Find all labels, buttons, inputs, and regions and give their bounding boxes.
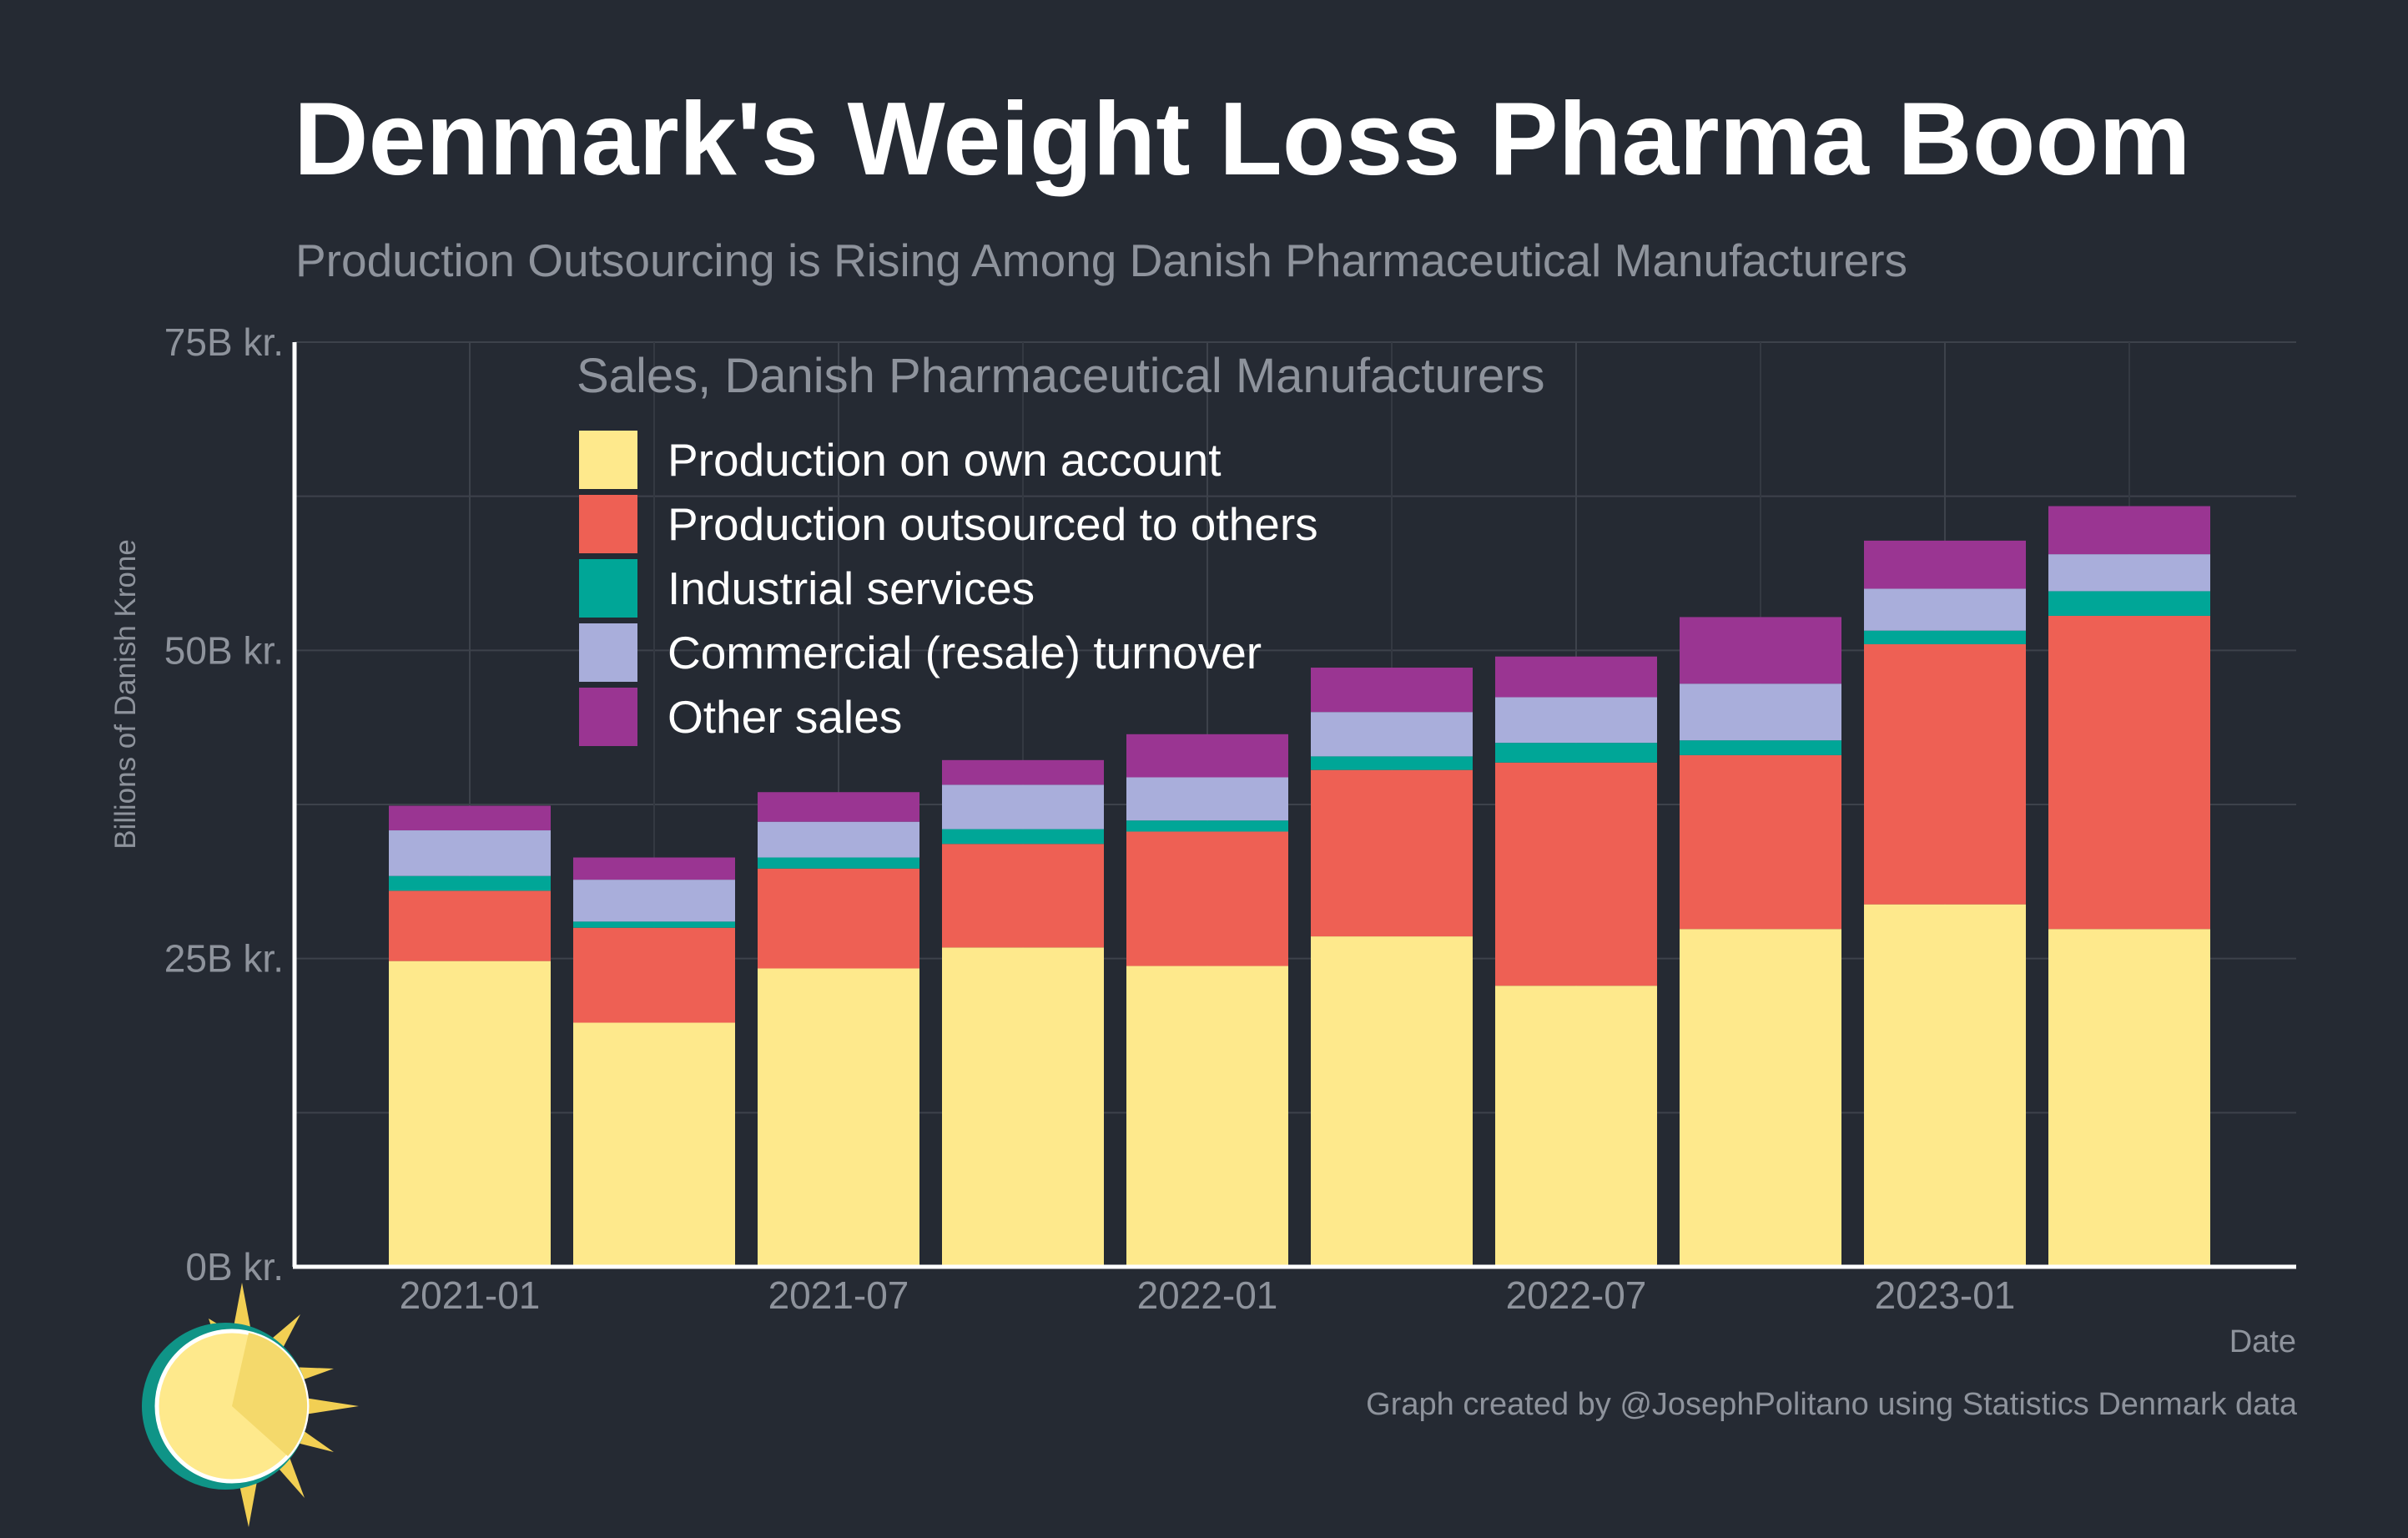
legend-label: Industrial services: [667, 562, 1035, 614]
x-tick-label: 2021-01: [400, 1273, 541, 1317]
bar-segment-4: [1495, 697, 1657, 744]
bar-segment-5: [1311, 668, 1473, 713]
bar-segment-3: [1311, 756, 1473, 770]
bar-segment-5: [1864, 540, 2026, 589]
x-tick-label: 2022-01: [1137, 1273, 1278, 1317]
legend-swatch: [579, 559, 637, 618]
legend-label: Production on own account: [667, 434, 1222, 486]
bar-segment-4: [942, 784, 1104, 830]
bar-segment-3: [1495, 743, 1657, 763]
sun-logo-icon: [142, 1283, 359, 1527]
bar-segment-3: [1864, 630, 2026, 644]
bar-segment-1: [758, 968, 919, 1267]
bar-segment-3: [2048, 591, 2210, 616]
bar-segment-1: [389, 961, 551, 1267]
bar-segment-2: [1680, 754, 1841, 930]
legend: Sales, Danish Pharmaceutical Manufacture…: [577, 349, 1545, 746]
bar-segment-5: [573, 857, 735, 880]
bar-segment-1: [942, 947, 1104, 1267]
bar-segment-1: [1126, 966, 1288, 1267]
y-tick-label: 75B kr.: [164, 320, 284, 364]
bar-segment-5: [389, 805, 551, 831]
bar-segment-2: [758, 868, 919, 969]
y-tick-label: 50B kr.: [164, 628, 284, 672]
bar-segment-5: [1126, 734, 1288, 778]
bar-segment-4: [1680, 683, 1841, 741]
legend-swatch: [579, 623, 637, 682]
x-tick-labels: 2021-01 2021-07 2022-01 2022-07 2023-01: [400, 1273, 2016, 1317]
bar-segment-5: [1495, 656, 1657, 698]
bars: [389, 506, 2210, 1267]
bar-segment-2: [1495, 762, 1657, 986]
bar-segment-1: [1495, 986, 1657, 1267]
bar-segment-3: [1680, 740, 1841, 755]
bar-segment-2: [1126, 831, 1288, 966]
bar-segment-3: [573, 921, 735, 928]
bar-segment-5: [1680, 617, 1841, 684]
y-axis-label: Billions of Danish Krone: [109, 539, 142, 850]
x-tick-label: 2022-07: [1506, 1273, 1647, 1317]
legend-label: Other sales: [667, 691, 902, 743]
bar-segment-5: [2048, 506, 2210, 555]
bar-segment-4: [2048, 554, 2210, 592]
legend-swatch: [579, 495, 637, 553]
bar-segment-4: [389, 830, 551, 876]
y-tick-label: 25B kr.: [164, 937, 284, 981]
bar-segment-3: [389, 875, 551, 891]
bar-segment-4: [573, 880, 735, 922]
bar-segment-4: [1311, 712, 1473, 757]
chart-subtitle: Production Outsourcing is Rising Among D…: [295, 234, 1908, 286]
axes: [292, 342, 2296, 1269]
x-tick-label: 2021-07: [768, 1273, 909, 1317]
x-tick-label: 2023-01: [1875, 1273, 2016, 1317]
bar-segment-1: [573, 1022, 735, 1267]
source-credit: Graph created by @JosephPolitano using S…: [1366, 1387, 2297, 1422]
legend-swatch: [579, 688, 637, 746]
bar-segment-2: [2048, 615, 2210, 930]
bar-segment-3: [758, 857, 919, 869]
bar-segment-5: [758, 792, 919, 822]
legend-label: Commercial (resale) turnover: [667, 627, 1262, 678]
bar-segment-2: [1311, 769, 1473, 937]
bar-segment-2: [942, 844, 1104, 948]
bar-segment-4: [758, 821, 919, 858]
y-tick-label: 0B kr.: [185, 1245, 284, 1288]
bar-segment-3: [942, 829, 1104, 845]
chart-title: Denmark's Weight Loss Pharma Boom: [294, 82, 2191, 197]
bar-segment-1: [1311, 936, 1473, 1267]
bar-segment-1: [2048, 929, 2210, 1267]
bar-segment-1: [1680, 929, 1841, 1267]
y-tick-labels: 0B kr. 25B kr. 50B kr. 75B kr.: [164, 320, 284, 1288]
bar-segment-1: [1864, 904, 2026, 1267]
legend-swatch: [579, 431, 637, 489]
bar-segment-4: [1864, 588, 2026, 631]
bar-segment-2: [573, 927, 735, 1023]
legend-label: Production outsourced to others: [667, 498, 1318, 550]
legend-title: Sales, Danish Pharmaceutical Manufacture…: [577, 349, 1545, 403]
bar-segment-2: [1864, 643, 2026, 905]
bar-segment-3: [1126, 820, 1288, 832]
bar-segment-4: [1126, 777, 1288, 821]
x-axis-label: Date: [2229, 1324, 2296, 1359]
bar-segment-5: [942, 759, 1104, 785]
bar-segment-2: [389, 890, 551, 961]
